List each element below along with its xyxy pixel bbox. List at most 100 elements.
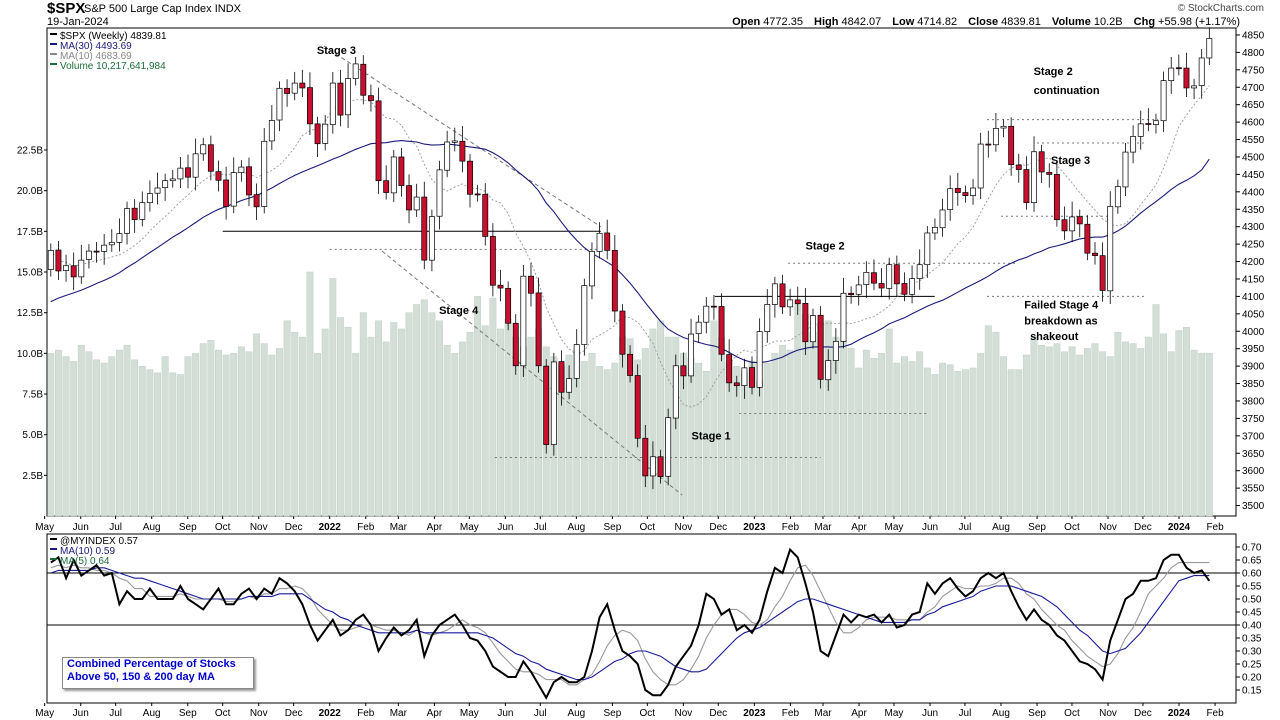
- candle-body: [566, 378, 573, 393]
- volume-bar: [840, 340, 847, 517]
- indicator-tick-label: 0.45: [1242, 608, 1262, 619]
- price-tick-label: 3750: [1242, 414, 1265, 425]
- volume-bar: [939, 362, 947, 517]
- x-tick-label: Jul: [109, 708, 122, 719]
- candle-body: [55, 249, 62, 272]
- volume-bar: [321, 328, 329, 517]
- legend-swatch: [50, 43, 57, 45]
- volume-bar: [862, 349, 870, 517]
- volume-bar: [207, 340, 215, 517]
- volume-bar: [1030, 336, 1038, 517]
- volume-bar: [443, 344, 451, 517]
- candle-body: [924, 232, 931, 266]
- candle-body: [512, 322, 519, 367]
- price-tick-label: 4750: [1242, 65, 1265, 76]
- candle-body: [261, 140, 268, 207]
- candle-body: [215, 171, 222, 181]
- price-tick-label: 4200: [1242, 257, 1265, 268]
- candle-body: [291, 82, 298, 94]
- indicator-tick-label: 0.15: [1242, 686, 1262, 697]
- volume-bar: [375, 320, 382, 517]
- chart-annotation: Stage 2: [806, 240, 845, 252]
- volume-bar: [138, 366, 146, 517]
- volume-bar: [466, 331, 474, 517]
- x-tick-label: Jun: [497, 708, 513, 719]
- volume-bar: [268, 354, 276, 517]
- price-tick-label: 3900: [1242, 362, 1265, 373]
- low-value: 4714.82: [917, 16, 958, 28]
- candle-body: [63, 265, 69, 271]
- x-tick-label: Oct: [215, 708, 231, 719]
- volume-bar: [1205, 353, 1213, 517]
- candle-body: [367, 95, 374, 101]
- x-tick-label: Oct: [640, 708, 656, 719]
- price-tick-label: 4450: [1242, 170, 1265, 181]
- candle-body: [749, 367, 755, 388]
- volume-label: Volume: [1051, 16, 1091, 28]
- volume-bar: [771, 353, 779, 517]
- candle-body: [909, 278, 916, 295]
- candle-body: [390, 156, 397, 194]
- candle-body: [1069, 216, 1076, 232]
- indicator-tick-label: 0.60: [1242, 569, 1262, 580]
- candle-body: [649, 456, 656, 477]
- volume-bar: [733, 366, 741, 517]
- candle-body: [611, 250, 618, 312]
- annotation-box-line-1: Combined Percentage of Stocks: [67, 658, 236, 670]
- x-tick-label: 2024: [1168, 522, 1191, 533]
- price-tick-label: 4000: [1242, 327, 1265, 338]
- x-tick-label: Apr: [851, 708, 867, 719]
- volume-bar: [397, 328, 405, 517]
- candle-body: [1038, 151, 1045, 173]
- volume-bar: [489, 297, 497, 517]
- volume-bar: [420, 299, 428, 517]
- volume-bar: [192, 353, 200, 517]
- candle-body: [93, 250, 100, 253]
- volume-bar: [1068, 346, 1076, 517]
- price-tick-label: 3600: [1242, 466, 1265, 477]
- price-tick-label: 3950: [1242, 344, 1265, 355]
- ma30-price-line: [50, 140, 1210, 364]
- candle-body: [832, 341, 839, 361]
- volume-bar: [1091, 343, 1099, 517]
- price-tick-label: 4300: [1242, 222, 1265, 233]
- legend-swatch: [50, 33, 57, 35]
- volume-bar: [695, 362, 703, 517]
- volume-bar: [1015, 369, 1023, 517]
- x-tick-label: Feb: [357, 522, 375, 533]
- candle-body: [1046, 171, 1053, 175]
- candle-body: [855, 284, 862, 295]
- volume-bar: [1038, 344, 1046, 517]
- chart-annotation: continuation: [1034, 85, 1100, 97]
- x-tick-label: Dec: [1134, 708, 1152, 719]
- volume-bar: [77, 344, 85, 517]
- open-label: Open: [732, 16, 761, 28]
- x-tick-label: May: [885, 708, 904, 719]
- source-credit: © StockCharts.com: [1177, 3, 1264, 14]
- volume-bar: [1190, 349, 1198, 517]
- candle-body: [1084, 223, 1091, 254]
- candle-body: [139, 202, 146, 220]
- candle-body: [863, 271, 870, 285]
- candle-body: [520, 275, 527, 367]
- volume-bar: [1137, 348, 1145, 517]
- volume-bar: [1114, 331, 1122, 517]
- candle-body: [299, 82, 306, 89]
- volume-bar: [161, 356, 169, 517]
- legend-swatch: [50, 548, 57, 550]
- volume-tick-label: 20.0B: [17, 186, 43, 197]
- volume-bar: [580, 361, 588, 517]
- candle-body: [931, 227, 938, 234]
- legend-swatch: [50, 63, 57, 65]
- candle-body: [1130, 136, 1137, 153]
- legend-entry: @MYINDEX 0.57: [60, 536, 138, 547]
- x-tick-label: Nov: [1099, 708, 1117, 719]
- volume-bar: [527, 336, 535, 517]
- candle-body: [246, 166, 252, 196]
- candle-body: [528, 275, 534, 294]
- candle-body: [764, 304, 771, 332]
- volume-bar: [626, 338, 634, 517]
- volume-bar: [702, 370, 710, 517]
- candle-body: [1145, 123, 1152, 125]
